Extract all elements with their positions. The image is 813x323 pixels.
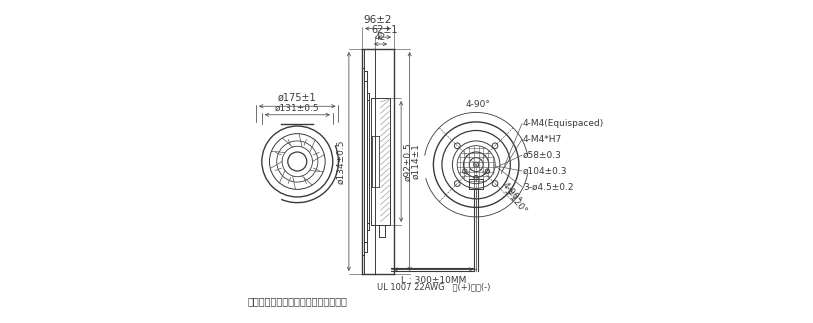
Text: ø131±0.5: ø131±0.5 xyxy=(275,103,320,112)
Text: 4-M4(Equispaced): 4-M4(Equispaced) xyxy=(523,119,604,128)
Text: 4-90°: 4-90° xyxy=(465,100,490,109)
Text: 4-M4*H7: 4-M4*H7 xyxy=(523,135,563,144)
Text: ø104±0.3: ø104±0.3 xyxy=(523,166,567,175)
Text: 62±1: 62±1 xyxy=(371,25,398,35)
Text: 42: 42 xyxy=(375,33,386,42)
Text: ø114±1: ø114±1 xyxy=(412,143,421,180)
Text: 96±2: 96±2 xyxy=(363,16,392,26)
Text: ø92±0.5: ø92±0.5 xyxy=(403,142,412,181)
Text: L : 300±10MM: L : 300±10MM xyxy=(401,276,466,286)
Text: 其余功能端子线根据客户功能定制配置: 其余功能端子线根据客户功能定制配置 xyxy=(247,296,347,306)
Text: 3-ø4.5±0.2: 3-ø4.5±0.2 xyxy=(523,182,573,191)
Text: ø175±1: ø175±1 xyxy=(278,93,316,103)
Text: ø58±0.3: ø58±0.3 xyxy=(523,151,562,160)
Text: 3-120°: 3-120° xyxy=(502,186,528,216)
Text: ø134±0.5: ø134±0.5 xyxy=(337,139,346,184)
Text: 4-90°: 4-90° xyxy=(500,180,523,205)
Text: UL 1007 22AWG   红(+)、黑(-): UL 1007 22AWG 红(+)、黑(-) xyxy=(376,283,490,292)
